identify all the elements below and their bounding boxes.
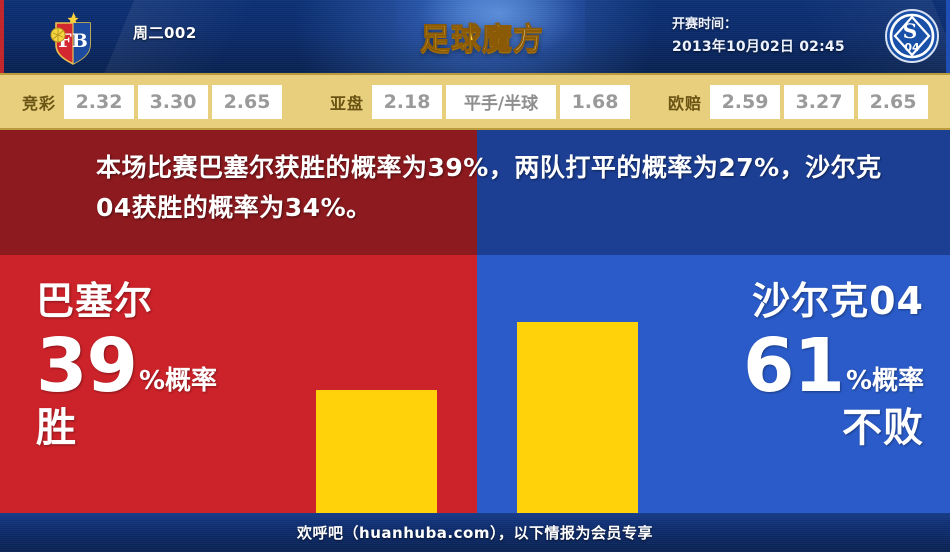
- footer-bar: 欢呼吧（huanhuba.com），以下情报为会员专享: [0, 513, 950, 552]
- away-percent-unit: %概率: [845, 366, 924, 396]
- kickoff-label: 开赛时间：: [672, 17, 738, 32]
- odds-cell-jingcai-home[interactable]: 2.32: [64, 84, 135, 119]
- schalke04-crest-icon: S 04: [885, 9, 939, 63]
- away-outcome-label: 不败: [842, 405, 924, 451]
- site-brand-logo: 足球魔方: [420, 14, 560, 58]
- home-probability-bar: [316, 390, 437, 513]
- header-center-glow: [395, 0, 585, 73]
- home-percent-row: 39 %概率: [36, 329, 217, 403]
- odds-cell-jingcai-draw[interactable]: 3.30: [138, 84, 209, 119]
- odds-label-jingcai: 竞彩: [22, 93, 57, 113]
- odds-group-asian-handicap: 亚盘 2.18 平手/半球 1.68: [330, 75, 634, 128]
- odds-cell-asian-home[interactable]: 2.18: [372, 84, 443, 119]
- away-probability-bar: [517, 322, 638, 513]
- banner-half-red: [0, 130, 477, 255]
- odds-bar: 竞彩 2.32 3.30 2.65 亚盘 2.18 平手/半球 1.68 欧赔 …: [0, 73, 950, 130]
- svg-text:04: 04: [904, 41, 920, 54]
- brand-text-part2: 魔方: [482, 22, 544, 58]
- header-decoration-left: [89, 0, 307, 73]
- header-edge-blue: [946, 0, 950, 73]
- home-outcome-label: 胜: [36, 405, 77, 451]
- away-percent-row: 61 %概率: [743, 329, 924, 403]
- header-bar: FB 周二002 足球魔方 开赛时间： 2013年10月02日 02:45 S …: [0, 0, 950, 73]
- probability-summary-banner: 本场比赛巴塞尔获胜的概率为39%，两队打平的概率为27%，沙尔克04获胜的概率为…: [0, 130, 950, 255]
- basel-crest-icon: FB: [50, 12, 91, 65]
- odds-label-european: 欧赔: [668, 93, 703, 113]
- odds-cell-european-home[interactable]: 2.59: [710, 84, 781, 119]
- away-team-name: 沙尔克04: [752, 279, 924, 323]
- match-number: 周二002: [133, 24, 197, 42]
- header-edge-red: [0, 0, 4, 73]
- odds-cell-european-draw[interactable]: 3.27: [784, 84, 855, 119]
- odds-cell-asian-line[interactable]: 平手/半球: [446, 84, 557, 119]
- odds-group-european: 欧赔 2.59 3.27 2.65: [668, 75, 932, 128]
- away-stats: 沙尔克04 61 %概率 不败: [743, 255, 924, 451]
- probability-summary-text: 本场比赛巴塞尔获胜的概率为39%，两队打平的概率为27%，沙尔克04获胜的概率为…: [96, 153, 882, 222]
- kickoff-value: 2013年10月02日 02:45: [672, 39, 845, 55]
- odds-cell-jingcai-away[interactable]: 2.65: [212, 84, 283, 119]
- home-team-name: 巴塞尔: [36, 279, 154, 323]
- odds-group-jingcai: 竞彩 2.32 3.30 2.65: [22, 75, 286, 128]
- kickoff-time-block: 开赛时间： 2013年10月02日 02:45: [672, 14, 845, 58]
- odds-label-asian-handicap: 亚盘: [330, 93, 365, 113]
- odds-cell-european-away[interactable]: 2.65: [858, 84, 929, 119]
- probability-comparison: 巴塞尔 39 %概率 胜 沙尔克04 61 %概率 不败: [0, 255, 950, 513]
- odds-cell-asian-away[interactable]: 1.68: [560, 84, 631, 119]
- banner-half-blue: [477, 130, 950, 255]
- home-stats: 巴塞尔 39 %概率 胜: [36, 255, 217, 451]
- svg-text:FB: FB: [58, 30, 88, 52]
- home-percent-value: 39: [36, 323, 138, 409]
- home-percent-unit: %概率: [138, 366, 218, 396]
- svg-text:S: S: [903, 19, 917, 43]
- footer-text: 欢呼吧（huanhuba.com），以下情报为会员专享: [297, 524, 653, 542]
- brand-text-part1: 足球: [420, 22, 482, 58]
- away-percent-value: 61: [742, 323, 845, 409]
